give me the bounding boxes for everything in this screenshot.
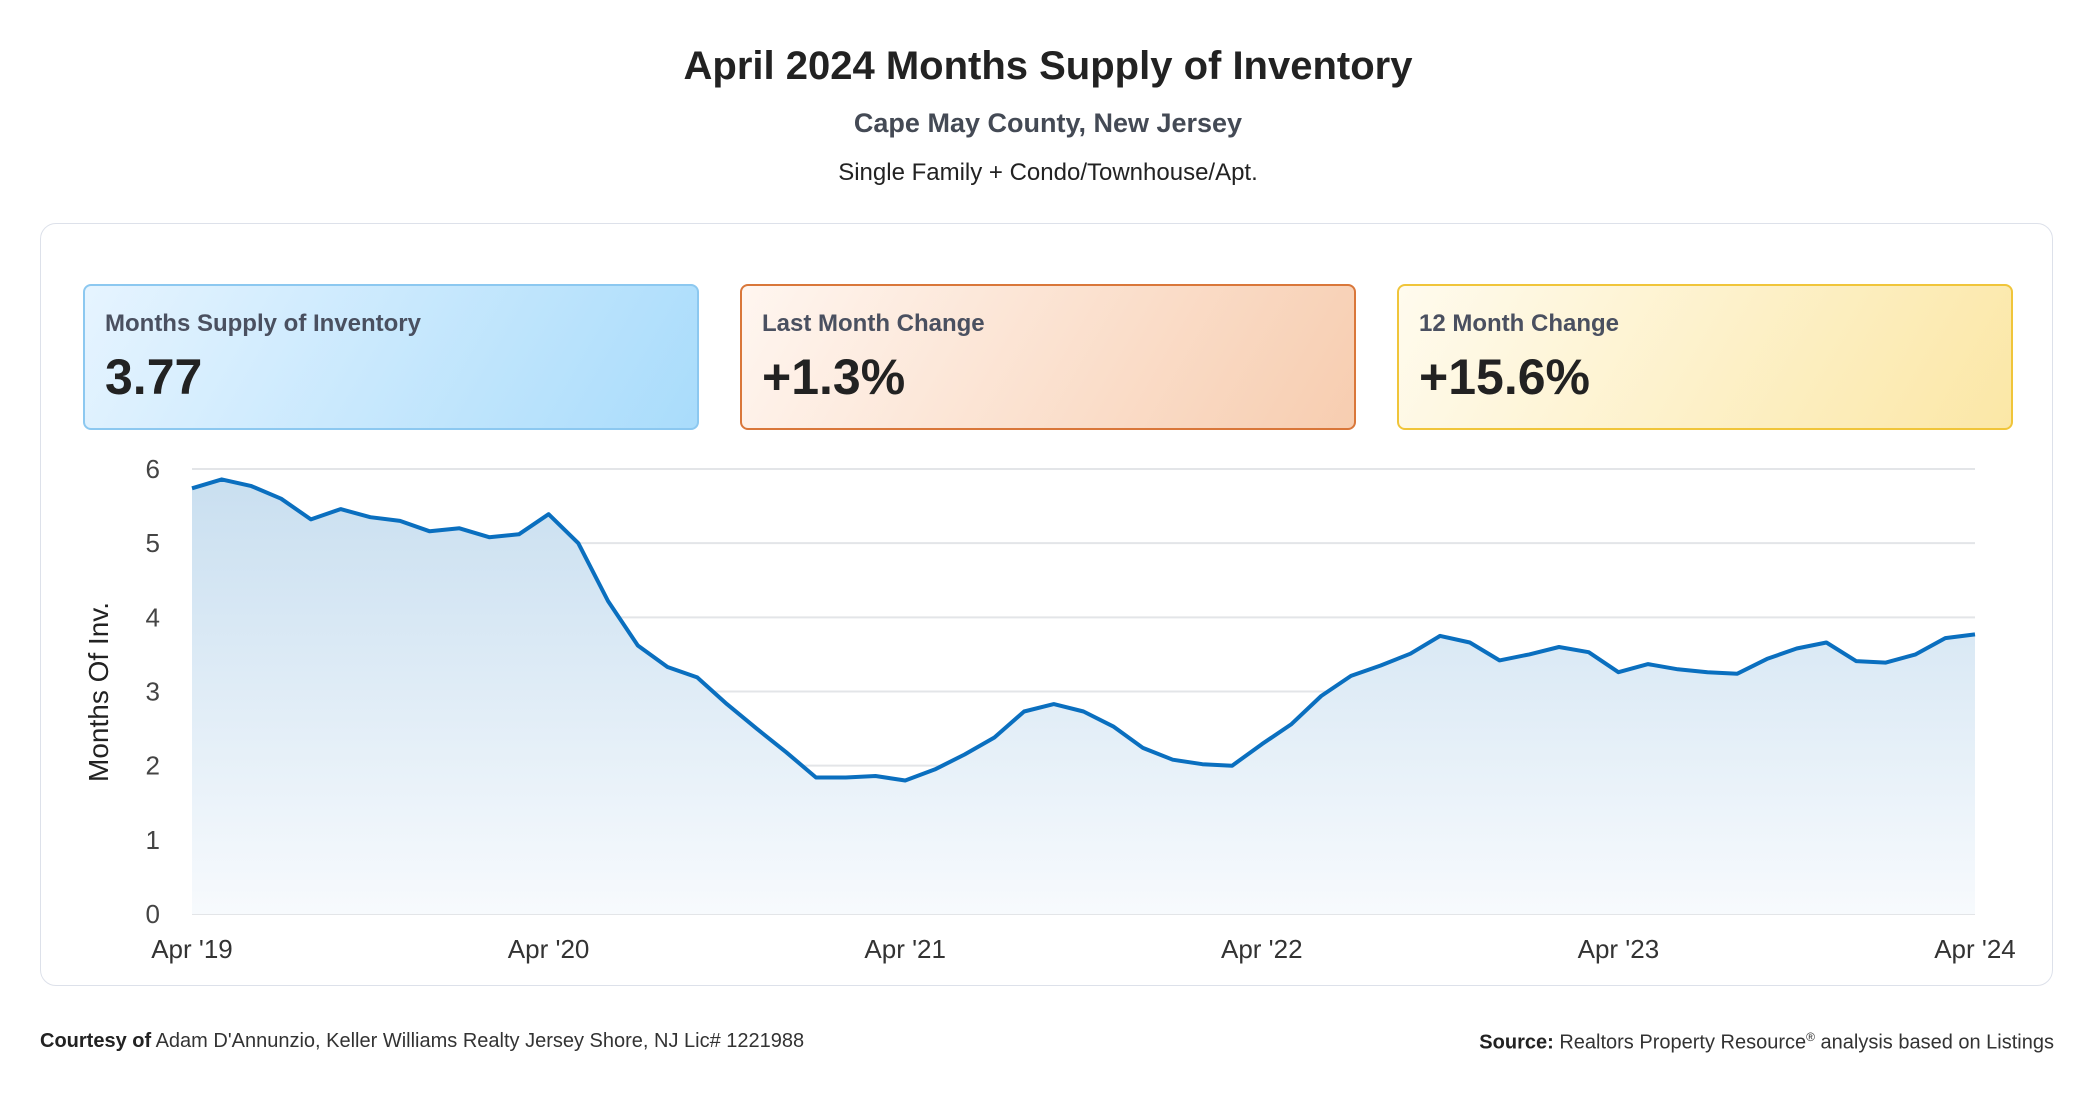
twelve-month-change-card: 12 Month Change +15.6% [1397, 284, 2013, 430]
source-suffix: analysis based on Listings [1820, 1031, 2054, 1054]
area-fill [192, 479, 1975, 914]
card-label: Last Month Change [762, 310, 985, 337]
y-tick-label: 3 [146, 677, 160, 707]
x-tick-label: Apr '22 [1221, 934, 1303, 964]
x-tick-label: Apr '20 [508, 934, 590, 964]
x-tick-label: Apr '23 [1578, 934, 1660, 964]
card-label: 12 Month Change [1419, 310, 1620, 337]
card-label: Months Supply of Inventory [105, 310, 421, 337]
source-label: Source: [1479, 1031, 1554, 1054]
last-month-change-card: Last Month Change +1.3% [740, 284, 1356, 430]
chart-panel [40, 223, 2053, 986]
card-value: +15.6% [1419, 349, 1590, 405]
x-tick-label: Apr '19 [151, 934, 233, 964]
courtesy-note: Courtesy of Adam D'Annunzio, Keller Will… [40, 1030, 804, 1053]
y-axis-label: Months Of Inv. [83, 602, 114, 782]
x-tick-label: Apr '24 [1934, 934, 2016, 964]
x-tick-label: Apr '21 [864, 934, 946, 964]
y-tick-label: 2 [146, 751, 160, 781]
registered-mark: ® [1806, 1030, 1815, 1044]
source-note: Source: Realtors Property Resource® anal… [1479, 1030, 2054, 1055]
y-tick-label: 5 [146, 528, 160, 558]
y-tick-label: 0 [146, 899, 160, 929]
courtesy-label: Courtesy of [40, 1030, 152, 1052]
chart-subtitle: Cape May County, New Jersey [853, 108, 1243, 138]
courtesy-text: Adam D'Annunzio, Keller Williams Realty … [155, 1030, 805, 1052]
chart-title: April 2024 Months Supply of Inventory [683, 44, 1413, 88]
y-tick-label: 1 [146, 825, 160, 855]
property-types: Single Family + Condo/Townhouse/Apt. [838, 159, 1258, 186]
card-value: 3.77 [105, 349, 203, 405]
y-tick-label: 4 [146, 602, 160, 632]
months-supply-card: Months Supply of Inventory 3.77 [83, 284, 699, 430]
card-value: +1.3% [762, 349, 906, 405]
line-chart: 0 1 2 3 4 5 6 Apr '19 Apr '20 Apr '21 Apr '22 Apr … [83, 454, 2016, 964]
y-tick-label: 6 [146, 454, 160, 484]
source-text: Realtors Property Resource [1559, 1031, 1807, 1054]
